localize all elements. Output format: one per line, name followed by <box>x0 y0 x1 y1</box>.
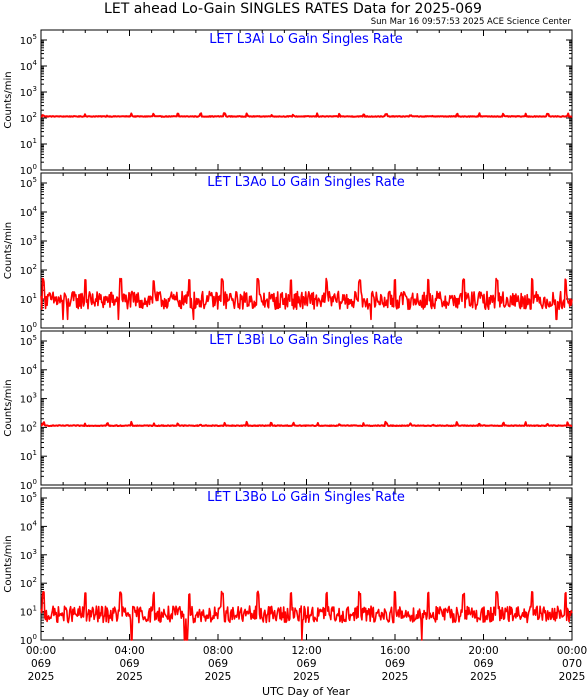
y-tick-label: 102 <box>20 576 37 590</box>
x-ticks <box>40 331 573 485</box>
panel-title: LET L3Bi Lo Gain Singles Rate <box>209 333 403 348</box>
x-axis-label: UTC Day of Year <box>262 685 350 698</box>
y-tick-label: 101 <box>20 137 37 151</box>
y-axis-label: Counts/min <box>3 71 14 128</box>
x-tick-time: 04:00 <box>114 645 144 657</box>
y-tick-label: 105 <box>20 33 37 47</box>
x-tick-doy: 069 <box>31 658 51 670</box>
x-tick-time: 12:00 <box>291 645 321 657</box>
y-tick-label: 104 <box>20 519 38 533</box>
x-tick-doy: 069 <box>296 658 316 670</box>
y-tick-label: 104 <box>20 363 38 377</box>
x-tick-doy: 069 <box>385 658 405 670</box>
y-axis-label: Counts/min <box>3 222 14 279</box>
series-line <box>40 590 573 641</box>
x-tick-doy: 070 <box>562 658 582 670</box>
y-axis-label: Counts/min <box>3 535 14 592</box>
panel-title: LET L3Ao Lo Gain Singles Rate <box>207 175 405 190</box>
y-tick-label: 103 <box>20 234 37 248</box>
y-tick-label: 102 <box>20 111 37 125</box>
y-tick-label: 101 <box>20 449 37 463</box>
y-tick-label: 100 <box>20 633 37 647</box>
generation-timestamp: Sun Mar 16 09:57:53 2025 ACE Science Cen… <box>371 17 572 27</box>
panel-2: 100 101 102 103 104 105 Counts/min LET L3Ao Lo … <box>3 172 573 335</box>
y-tick-label: 105 <box>20 491 37 505</box>
y-tick-label: 104 <box>20 205 38 219</box>
panel-1: 100 101 102 103 104 105 Counts/min LET L3Ai Lo … <box>3 29 573 177</box>
y-tick-label: 100 <box>20 163 37 177</box>
x-ticks <box>40 30 573 170</box>
y-tick-label: 100 <box>20 478 37 492</box>
x-tick-time: 00:00 <box>26 645 56 657</box>
x-axis: 00:00069202504:00069202508:00069202512:0… <box>26 645 587 683</box>
y-axis: 100 101 102 103 104 105 <box>20 334 572 492</box>
x-tick-year: 2025 <box>470 671 497 683</box>
y-tick-label: 103 <box>20 85 37 99</box>
x-tick-time: 20:00 <box>468 645 498 657</box>
x-ticks <box>40 488 573 640</box>
x-tick-year: 2025 <box>116 671 143 683</box>
x-ticks <box>40 173 573 328</box>
panel-title: LET L3Bo Lo Gain Singles Rate <box>207 490 405 505</box>
y-axis: 100 101 102 103 104 105 <box>20 491 572 647</box>
y-tick-label: 102 <box>20 420 37 434</box>
panel-3: 100 101 102 103 104 105 Counts/min LET L3Bi Lo … <box>3 330 573 492</box>
x-tick-year: 2025 <box>382 671 409 683</box>
y-axis: 100 101 102 103 104 105 <box>20 33 572 177</box>
x-tick-doy: 069 <box>208 658 228 670</box>
y-tick-label: 102 <box>20 263 37 277</box>
y-tick-label: 103 <box>20 392 37 406</box>
series-line <box>40 420 573 427</box>
series-line <box>40 112 573 118</box>
figure-title: LET ahead Lo-Gain SINGLES RATES Data for… <box>104 1 482 17</box>
y-tick-label: 101 <box>20 605 37 619</box>
x-tick-year: 2025 <box>28 671 55 683</box>
x-tick-time: 16:00 <box>380 645 410 657</box>
panel-4: 100 101 102 103 104 105 Counts/min LET L3Bo Lo … <box>3 487 573 647</box>
y-tick-label: 104 <box>20 59 38 73</box>
y-tick-label: 100 <box>20 321 37 335</box>
panel-title: LET L3Ai Lo Gain Singles Rate <box>209 32 402 47</box>
x-tick-doy: 069 <box>119 658 139 670</box>
x-tick-time: 08:00 <box>203 645 233 657</box>
x-tick-time: 00:00 <box>557 645 587 657</box>
series-line <box>40 277 573 321</box>
x-tick-year: 2025 <box>205 671 232 683</box>
y-tick-label: 103 <box>20 548 37 562</box>
y-tick-label: 101 <box>20 292 37 306</box>
y-tick-label: 105 <box>20 334 37 348</box>
y-axis-label: Counts/min <box>3 379 14 436</box>
x-tick-doy: 069 <box>473 658 493 670</box>
panels-group: 100 101 102 103 104 105 Counts/min LET L3Ai Lo … <box>3 29 573 647</box>
x-tick-year: 2025 <box>559 671 586 683</box>
y-tick-label: 105 <box>20 176 37 190</box>
x-tick-year: 2025 <box>293 671 320 683</box>
